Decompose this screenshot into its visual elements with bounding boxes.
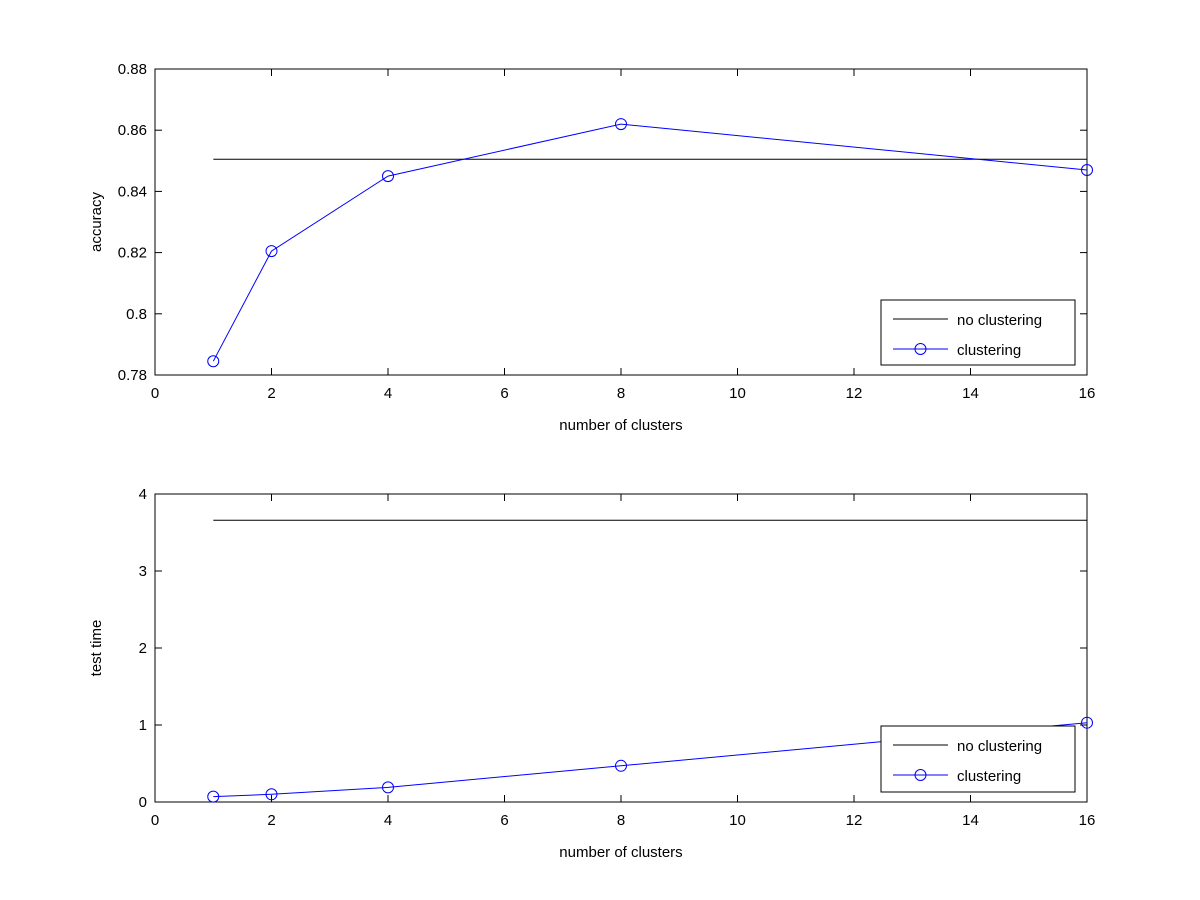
clustering-data-point [265,788,278,801]
y-tick-label: 0.78 [118,367,147,384]
x-tick-label: 10 [729,812,746,829]
x-tick-label: 10 [729,385,746,402]
y-tick-label: 2 [139,640,147,657]
x-tick-label: 6 [500,812,508,829]
y-tick-label: 0.84 [118,183,147,200]
y-axis-label: accuracy [88,191,105,252]
y-tick-label: 0.82 [118,245,147,262]
y-tick-label: 4 [139,486,147,503]
legend-swatch-marker [914,343,927,355]
x-tick-label: 0 [151,385,159,402]
x-tick-label: 2 [267,812,275,829]
clustering-data-point [382,781,394,794]
x-tick-label: 12 [846,385,863,402]
clustering-data-point [615,759,627,772]
x-tick-label: 6 [500,385,508,402]
y-tick-label: 0.8 [126,306,147,323]
legend-swatch-marker [914,769,927,781]
x-tick-label: 4 [384,812,392,829]
y-tick-label: 3 [139,563,147,580]
x-tick-label: 14 [962,812,979,829]
clustering-data-point [265,245,278,258]
x-axis-label: number of clusters [559,417,682,434]
x-tick-label: 8 [617,812,625,829]
x-tick-label: 16 [1079,812,1096,829]
clustering-data-point [207,355,220,368]
x-axis-label: number of clusters [559,844,682,861]
y-tick-label: 0.86 [118,122,147,139]
legend-entry-label: clustering [957,342,1021,359]
legend-entry-label: clustering [957,768,1021,785]
legend-box [880,299,1076,366]
y-tick-label: 0.88 [118,61,147,78]
clustering-data-point [615,118,627,131]
clustering-data-point [1081,163,1093,176]
clustering-series-line [213,722,1088,798]
y-tick-label: 0 [139,794,147,811]
x-tick-label: 14 [962,385,979,402]
x-tick-label: 4 [384,385,392,402]
clustering-data-point [1081,716,1093,729]
x-tick-label: 0 [151,812,159,829]
y-axis-label: test time [88,620,105,677]
accuracy-chart: 0 2 4 6 8 10 12 14 16 0.78 0.8 0.82 0.84 0.86 0.88 numb… [88,61,1095,434]
legend-entry-label: no clustering [957,312,1042,329]
clustering-series-line [212,123,1088,362]
x-tick-label: 8 [617,385,625,402]
legend-box [880,725,1076,793]
x-tick-label: 12 [846,812,863,829]
x-tick-label: 16 [1079,385,1096,402]
clustering-data-point [382,170,394,183]
y-tick-label: 1 [139,717,147,734]
clustering-data-point [207,790,220,803]
x-tick-label: 2 [267,385,275,402]
legend-entry-label: no clustering [957,738,1042,755]
